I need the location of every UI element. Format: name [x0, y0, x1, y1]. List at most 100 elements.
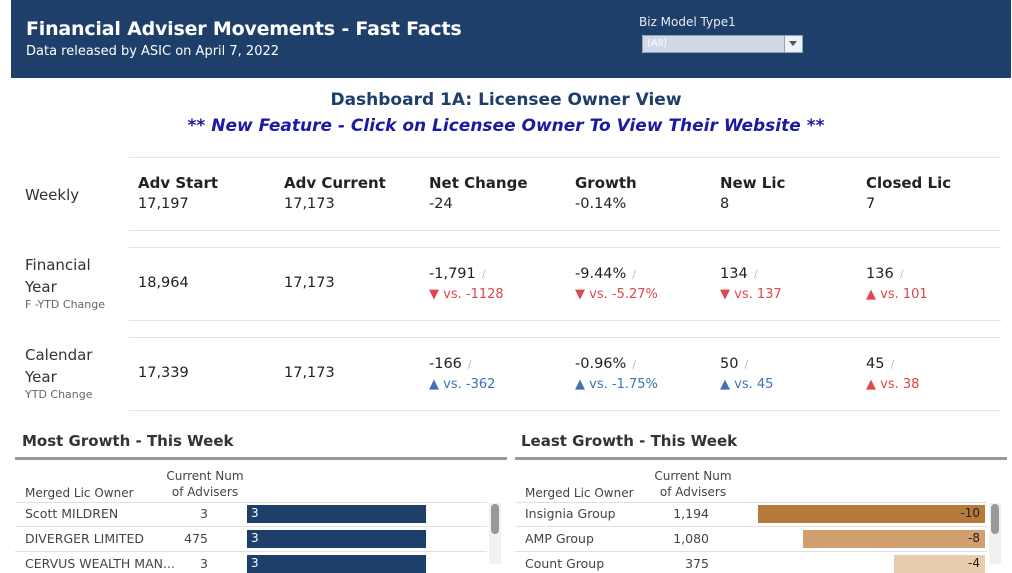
weekly-net-change: -24 [429, 196, 453, 212]
cy-new-lic-compare: ▲ vs. 45 [720, 377, 773, 392]
fy-adv-start: 18,964 [138, 275, 189, 291]
change-bar-label: 3 [251, 556, 259, 570]
change-bar[interactable] [247, 530, 426, 548]
cy-growth-compare: ▲ vs. -1.75% [575, 377, 658, 392]
triangle-up-icon: ▲ [866, 287, 876, 302]
fy-growth-compare: ▼ vs. -5.27% [575, 287, 658, 302]
triangle-up-icon: ▲ [429, 377, 439, 392]
scrollbar-thumb[interactable] [491, 504, 499, 534]
change-bar-label: 3 [251, 506, 259, 520]
col-current-header[interactable]: Current Num of Advisers [648, 468, 738, 500]
change-bar[interactable] [247, 555, 426, 573]
weekly-closed-lic: 7 [866, 196, 876, 212]
app-title: Financial Adviser Movements - Fast Facts [26, 18, 462, 40]
cy-closed-lic: 45 / [866, 356, 894, 372]
cy-sublabel: YTD Change [25, 388, 93, 401]
most-growth-title: Most Growth - This Week [22, 432, 234, 450]
divider [129, 157, 1001, 158]
compare-text: vs. 45 [734, 377, 774, 392]
separator: / [467, 358, 472, 371]
fy-new-lic-compare: ▼ vs. 137 [720, 287, 782, 302]
weekly-adv-current: 17,173 [284, 196, 335, 212]
cy-closed-lic-value: 45 [866, 356, 885, 372]
filter-label: Biz Model Type1 [639, 15, 736, 29]
compare-text: vs. 38 [880, 377, 920, 392]
cy-new-lic: 50 / [720, 356, 748, 372]
triangle-up-icon: ▲ [720, 377, 730, 392]
list-item-current: 1,194 [673, 506, 709, 521]
fy-label-line2: Year [25, 278, 57, 296]
list-item-current: 1,080 [673, 531, 709, 546]
separator: / [632, 268, 637, 281]
dashboard-title: Dashboard 1A: Licensee Owner View [330, 90, 682, 110]
triangle-down-icon: ▼ [429, 287, 439, 302]
fy-new-lic-value: 134 [720, 266, 748, 282]
divider [129, 247, 1001, 248]
triangle-up-icon: ▲ [866, 377, 876, 392]
cy-new-lic-value: 50 [720, 356, 739, 372]
compare-text: vs. -1.75% [589, 377, 658, 392]
triangle-up-icon: ▲ [575, 377, 585, 392]
fy-closed-lic: 136 / [866, 266, 903, 282]
weekly-growth: -0.14% [575, 196, 627, 212]
col-current-line1: Current Num [166, 469, 244, 483]
change-bar[interactable] [758, 505, 985, 523]
divider [15, 526, 487, 527]
col-owner-header[interactable]: Merged Lic Owner [25, 486, 134, 500]
dropdown-button[interactable] [784, 36, 802, 52]
header-adv-current: Adv Current [284, 174, 386, 192]
change-bar-label: -10 [960, 506, 980, 520]
list-item-owner[interactable]: Scott MILDREN [25, 506, 119, 521]
compare-text: vs. 137 [734, 287, 782, 302]
cy-net-change: -166 / [429, 356, 472, 372]
divider [129, 410, 1001, 411]
section-divider [515, 457, 1007, 460]
col-current-header[interactable]: Current Num of Advisers [160, 468, 250, 500]
weekly-adv-start: 17,197 [138, 196, 189, 212]
cy-label-line2: Year [25, 368, 57, 386]
separator: / [753, 268, 758, 281]
change-bar[interactable] [803, 530, 985, 548]
fy-label-line1: Financial [25, 256, 91, 274]
section-divider [15, 457, 507, 460]
divider [129, 230, 1001, 231]
list-item-owner[interactable]: DIVERGER LIMITED [25, 531, 144, 546]
chevron-down-icon [789, 41, 797, 46]
list-item-owner[interactable]: AMP Group [525, 531, 594, 546]
fy-net-change-value: -1,791 [429, 266, 476, 282]
separator: / [744, 358, 749, 371]
fy-growth: -9.44% / [575, 266, 636, 282]
col-owner-header[interactable]: Merged Lic Owner [525, 486, 634, 500]
divider [515, 551, 987, 552]
header-banner: Financial Adviser Movements - Fast Facts… [11, 0, 1011, 78]
compare-text: vs. 101 [880, 287, 928, 302]
cy-net-change-compare: ▲ vs. -362 [429, 377, 495, 392]
col-current-line2: of Advisers [659, 485, 727, 499]
divider [15, 551, 487, 552]
least-growth-title: Least Growth - This Week [521, 432, 738, 450]
list-item-owner[interactable]: Insignia Group [525, 506, 616, 521]
compare-text: vs. -5.27% [589, 287, 658, 302]
fy-new-lic: 134 / [720, 266, 757, 282]
biz-model-filter-select[interactable]: (All) [642, 35, 803, 53]
change-bar-label: 3 [251, 531, 259, 545]
fy-adv-current: 17,173 [284, 275, 335, 291]
header-net-change: Net Change [429, 174, 528, 192]
divider [515, 502, 987, 503]
cy-growth: -0.96% / [575, 356, 636, 372]
separator: / [632, 358, 637, 371]
weekly-label: Weekly [25, 186, 80, 204]
change-bar-label: -4 [968, 556, 980, 570]
triangle-down-icon: ▼ [720, 287, 730, 302]
fy-net-change: -1,791 / [429, 266, 485, 282]
scrollbar-thumb[interactable] [991, 504, 999, 534]
fy-closed-lic-compare: ▲ vs. 101 [866, 287, 928, 302]
cy-closed-lic-compare: ▲ vs. 38 [866, 377, 919, 392]
change-bar-label: -8 [968, 531, 980, 545]
header-closed-lic: Closed Lic [866, 174, 952, 192]
cy-growth-value: -0.96% [575, 356, 627, 372]
divider [129, 320, 1001, 321]
list-item-current: 3 [200, 506, 208, 521]
divider [129, 337, 1001, 338]
change-bar[interactable] [247, 505, 426, 523]
